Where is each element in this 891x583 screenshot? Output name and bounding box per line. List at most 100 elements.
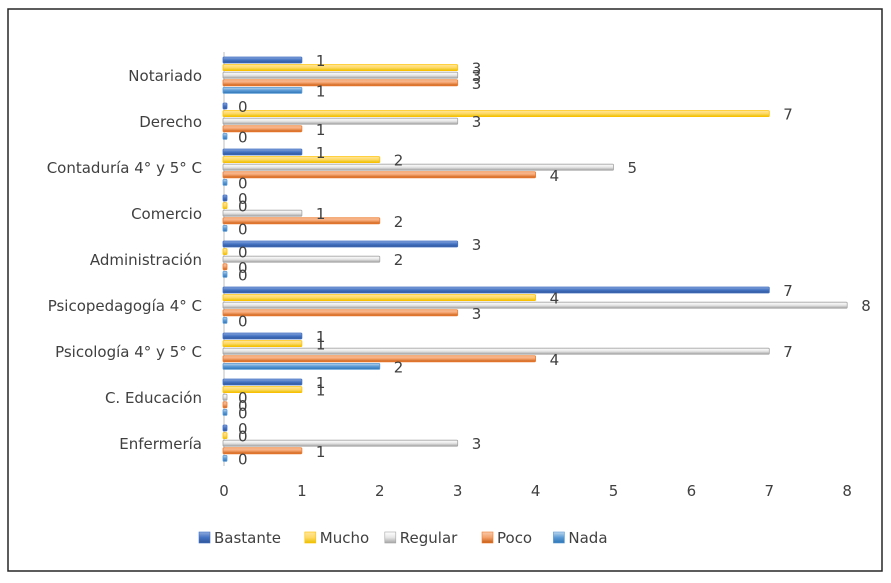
bar-enfermeria-mucho: [222, 432, 228, 440]
data-label-c-educacion-poco: 0: [238, 397, 248, 415]
legend-label-poco: Poco: [497, 529, 532, 547]
data-label-enfermeria-mucho: 0: [238, 428, 248, 446]
bar-c-educacion-nada: [222, 408, 228, 416]
bar-notariado-nada: [222, 87, 303, 94]
x-tick-label-3: 3: [453, 482, 463, 500]
bar-derecho-bastante: [222, 102, 228, 110]
data-label-notariado-poco: 3: [472, 75, 482, 93]
data-label-contaduria-4-y-5-c-nada: 0: [238, 174, 248, 192]
bar-derecho-regular: [222, 117, 459, 125]
bar-enfermeria-bastante: [222, 424, 228, 432]
x-tick-label-2: 2: [375, 482, 385, 500]
bar-administracion-bastante: [222, 240, 459, 248]
bar-psicologia-4-y-5-c-nada: [222, 362, 381, 370]
data-label-contaduria-4-y-5-c-poco: 4: [550, 167, 560, 185]
bar-psicologia-4-y-5-c-poco: [222, 355, 537, 363]
bar-administracion-mucho: [222, 248, 228, 256]
legend-swatch-mucho: [304, 531, 317, 544]
x-tick-label-1: 1: [297, 482, 307, 500]
legend-label-mucho: Mucho: [320, 529, 369, 547]
category-label-contaduria-4-y-5-c: Contaduría 4° y 5° C: [47, 159, 202, 177]
data-label-psicologia-4-y-5-c-bastante: 1: [316, 328, 326, 346]
bar-administracion-nada: [222, 270, 228, 278]
legend-swatch-regular: [384, 531, 397, 544]
data-label-psicologia-4-y-5-c-poco: 4: [550, 351, 560, 369]
legend: Bastante Mucho Regular Poco Nada: [198, 529, 608, 547]
data-label-comercio-nada: 0: [238, 220, 248, 238]
category-label-notariado: Notariado: [128, 67, 202, 85]
data-label-notariado-bastante: 1: [316, 52, 326, 70]
bar-psicologia-4-y-5-c-bastante: [222, 332, 303, 340]
legend-label-bastante: Bastante: [214, 529, 281, 547]
data-label-psicopedagogia-4-c-regular: 8: [861, 297, 871, 315]
data-label-psicopedagogia-4-c-poco: 3: [472, 305, 482, 323]
legend-swatch-bastante: [198, 531, 211, 544]
bars-layer: [222, 56, 848, 462]
data-label-contaduria-4-y-5-c-regular: 5: [628, 159, 638, 177]
x-tick-label-8: 8: [842, 482, 852, 500]
bar-psicopedagogia-4-c-mucho: [222, 294, 537, 302]
bar-psicopedagogia-4-c-nada: [222, 316, 228, 324]
data-label-psicopedagogia-4-c-bastante: 7: [783, 282, 793, 300]
data-label-psicologia-4-y-5-c-mucho: 1: [316, 336, 326, 354]
data-label-comercio-poco: 2: [394, 213, 404, 231]
bar-derecho-nada: [222, 132, 228, 140]
category-label-derecho: Derecho: [139, 113, 202, 131]
bar-c-educacion-bastante: [222, 378, 303, 386]
legend-swatch-poco: [481, 531, 494, 544]
bar-psicologia-4-y-5-c-mucho: [222, 340, 303, 348]
bar-enfermeria-poco: [222, 447, 303, 455]
legend-label-nada: Nada: [568, 529, 607, 547]
data-label-contaduria-4-y-5-c-bastante: 1: [316, 144, 326, 162]
bar-psicologia-4-y-5-c-regular: [222, 347, 770, 355]
data-label-contaduria-4-y-5-c-mucho: 2: [394, 152, 404, 170]
legend-label-regular: Regular: [400, 529, 458, 547]
data-label-psicopedagogia-4-c-nada: 0: [238, 312, 248, 330]
data-label-psicopedagogia-4-c-mucho: 4: [550, 290, 560, 308]
x-tick-label-6: 6: [687, 482, 697, 500]
bar-comercio-bastante: [222, 194, 228, 202]
x-tick-label-5: 5: [609, 482, 619, 500]
bar-psicopedagogia-4-c-poco: [222, 309, 459, 317]
data-label-derecho-regular: 3: [472, 113, 482, 131]
legend-swatch-nada: [553, 531, 565, 544]
bar-contaduria-4-y-5-c-mucho: [222, 156, 381, 164]
category-labels: Notariado Derecho Contaduría 4° y 5° C Come…: [47, 67, 202, 453]
data-label-c-educacion-mucho: 1: [316, 382, 326, 400]
bar-comercio-poco: [222, 217, 381, 225]
bar-derecho-poco: [222, 125, 303, 133]
bar-enfermeria-regular: [222, 439, 459, 447]
data-label-comercio-bastante: 0: [238, 190, 248, 208]
data-label-enfermeria-poco: 1: [316, 443, 326, 461]
bar-contaduria-4-y-5-c-bastante: [222, 148, 303, 156]
x-axis-ticks: 0 1 2 3 4 5 6 7 8: [219, 482, 852, 500]
data-label-derecho-mucho: 7: [783, 106, 793, 124]
bar-psicopedagogia-4-c-regular: [222, 301, 848, 309]
data-label-enfermeria-bastante: 0: [238, 420, 248, 438]
data-label-notariado-nada: 1: [316, 82, 326, 100]
bar-c-educacion-poco: [222, 401, 228, 409]
category-label-comercio: Comercio: [131, 205, 202, 223]
bar-notariado-poco: [222, 79, 459, 87]
data-label-administracion-poco: 0: [238, 259, 248, 277]
bar-comercio-nada: [222, 224, 228, 232]
category-label-administracion: Administración: [90, 251, 202, 269]
bar-derecho-mucho: [222, 110, 770, 117]
data-label-notariado-regular: 3: [472, 67, 482, 85]
bar-contaduria-4-y-5-c-regular: [222, 163, 614, 171]
data-label-c-educacion-bastante: 1: [316, 374, 326, 392]
bar-c-educacion-regular: [222, 393, 228, 401]
bar-contaduria-4-y-5-c-nada: [222, 178, 228, 186]
data-label-derecho-nada: 0: [238, 128, 248, 146]
data-label-c-educacion-nada: 0: [238, 404, 248, 422]
bar-comercio-regular: [222, 209, 303, 217]
category-label-psicopedagogia-4-c: Psicopedagogía 4° C: [48, 297, 202, 315]
bar-psicopedagogia-4-c-bastante: [222, 286, 770, 294]
bar-notariado-regular: [222, 71, 459, 79]
data-label-comercio-regular: 1: [316, 205, 326, 223]
data-label-enfermeria-nada: 0: [238, 450, 248, 468]
category-label-enfermeria: Enfermería: [119, 435, 202, 453]
